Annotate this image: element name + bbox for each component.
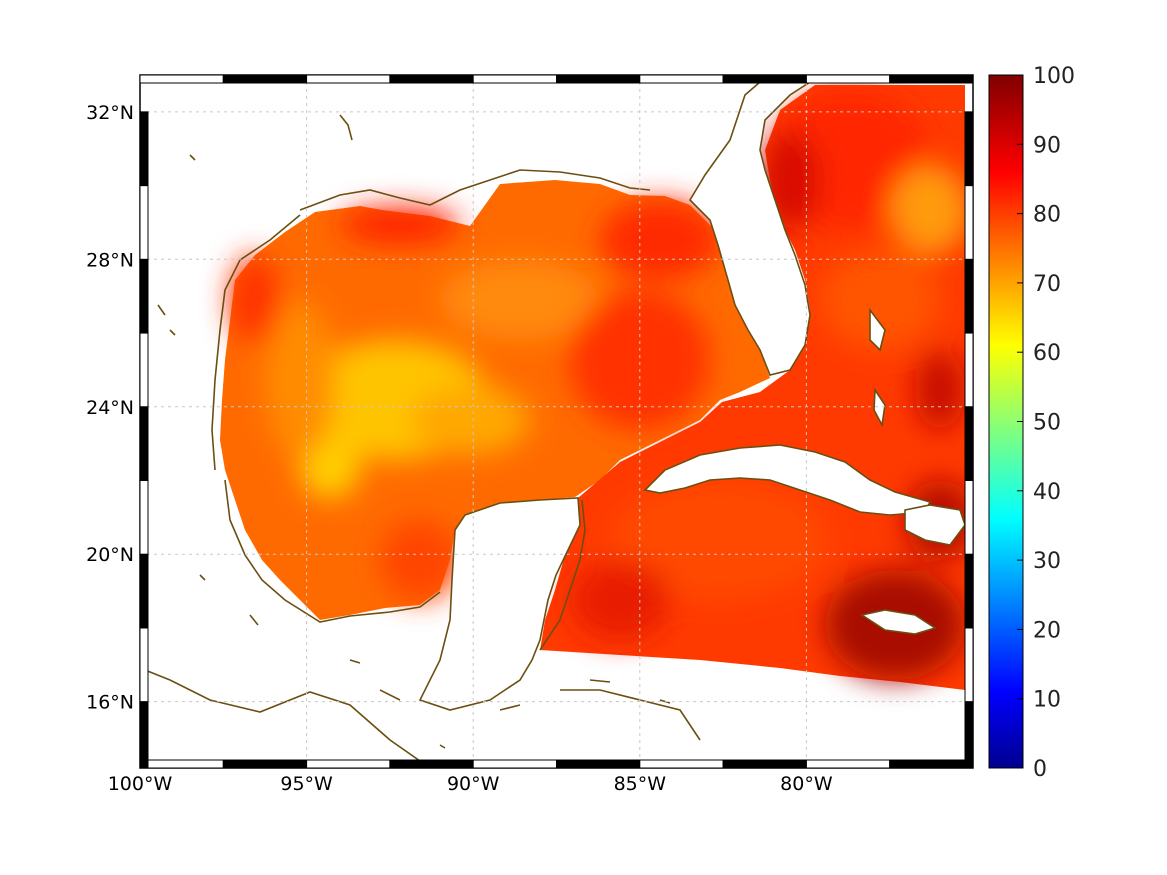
colorbar-tick-label: 30 — [1033, 549, 1061, 574]
colorbar-tick-label: 60 — [1033, 341, 1061, 366]
lon-tick-label: 95°W — [280, 773, 333, 795]
frame-segment-top — [389, 74, 474, 84]
lat-tick-label: 32°N — [86, 102, 134, 124]
lat-tick-label: 16°N — [86, 692, 134, 714]
frame-segment-top — [139, 74, 224, 84]
frame-segment-bottom — [222, 759, 308, 769]
frame-segment-right — [964, 111, 974, 187]
frame-segment-bottom — [556, 759, 641, 769]
frame-segment-left — [139, 185, 149, 260]
frame-segment-bottom — [306, 759, 391, 769]
colorbar-tick-label: 70 — [1033, 272, 1061, 297]
lon-tick-label: 100°W — [108, 773, 173, 795]
frame-segment-right — [964, 332, 974, 408]
lat-tick-label: 24°N — [86, 397, 134, 419]
lon-tick-labels: 100°W 95°W 90°W 85°W 80°W — [108, 773, 833, 795]
frame-segment-right — [964, 479, 974, 555]
yucatan — [418, 497, 581, 711]
frame-segment-top — [639, 74, 724, 84]
islands — [643, 307, 966, 635]
lat-tick-label: 28°N — [86, 249, 134, 271]
colorbar-tick-label: 100 — [1033, 64, 1075, 89]
lat-tick-labels: 32°N 28°N 24°N 20°N 16°N — [86, 102, 134, 714]
colorbar-tick-label: 20 — [1033, 618, 1061, 643]
frame-segment-top — [222, 74, 308, 84]
jamaica — [859, 609, 937, 635]
frame-segment-left — [139, 553, 149, 629]
checkered-frame — [139, 74, 974, 769]
colorbar-tick-label: 0 — [1033, 757, 1047, 782]
colorbar-tick-label: 90 — [1033, 133, 1061, 158]
frame-segment-right — [964, 185, 974, 260]
frame-segment-bottom — [139, 759, 224, 769]
frame-segment-left — [139, 627, 149, 703]
frame-segment-bottom — [389, 759, 474, 769]
frame-segment-left — [139, 406, 149, 481]
frame-segment-left — [139, 111, 149, 187]
frame-segment-right — [964, 553, 974, 629]
frame-segment-bottom — [639, 759, 724, 769]
frame-segment-bottom — [722, 759, 807, 769]
frame-segment-top — [556, 74, 641, 84]
frame-segment-top — [805, 74, 891, 84]
frame-segment-right — [964, 258, 974, 334]
frame-segment-left — [139, 258, 149, 334]
colorbar-tick-label: 80 — [1033, 203, 1061, 228]
frame-segment-bottom — [889, 759, 974, 769]
colorbar-tick-label: 40 — [1033, 480, 1061, 505]
frame-segment-right — [964, 406, 974, 481]
frame-segment-left — [139, 479, 149, 555]
lat-tick-label: 20°N — [86, 544, 134, 566]
frame-segment-top — [472, 74, 558, 84]
lon-tick-label: 90°W — [447, 773, 500, 795]
coastline — [140, 114, 701, 768]
frame-segment-left — [139, 701, 149, 769]
colorbar-tick-label: 10 — [1033, 688, 1061, 713]
frame-segment-bottom — [805, 759, 891, 769]
colorbar-tick-label: 50 — [1033, 411, 1061, 436]
lon-tick-label: 85°W — [614, 773, 667, 795]
lon-tick-label: 80°W — [780, 773, 833, 795]
frame-segment-top — [889, 74, 974, 84]
frame-segment-left — [139, 332, 149, 408]
frame-segment-right — [964, 701, 974, 769]
frame-segment-bottom — [472, 759, 558, 769]
frame-segment-right — [964, 627, 974, 703]
frame-segment-top — [306, 74, 391, 84]
frame-segment-top — [722, 74, 807, 84]
map-grid — [140, 75, 973, 768]
